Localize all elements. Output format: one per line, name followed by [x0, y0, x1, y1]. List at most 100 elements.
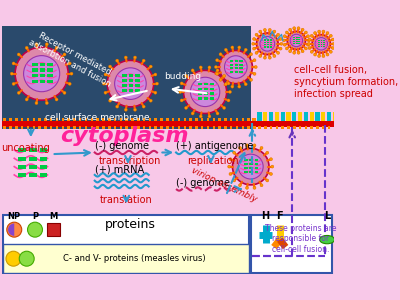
Bar: [120, 118, 122, 121]
Circle shape: [224, 48, 227, 51]
Circle shape: [253, 144, 256, 147]
Bar: [29, 165, 37, 169]
Circle shape: [293, 51, 296, 54]
Bar: [129, 89, 134, 92]
Bar: [276, 118, 278, 121]
Bar: [38, 118, 41, 121]
Circle shape: [332, 42, 335, 45]
Bar: [296, 39, 298, 40]
Bar: [2, 121, 259, 127]
Bar: [310, 126, 313, 129]
Bar: [270, 118, 272, 121]
Circle shape: [246, 186, 248, 189]
Bar: [252, 126, 255, 129]
Circle shape: [263, 28, 266, 32]
Circle shape: [283, 43, 286, 46]
Bar: [230, 71, 233, 73]
Bar: [201, 118, 204, 121]
Bar: [135, 84, 140, 87]
Bar: [328, 126, 330, 129]
Bar: [32, 62, 38, 66]
Bar: [40, 165, 48, 169]
Circle shape: [224, 56, 247, 78]
Circle shape: [191, 69, 194, 72]
Bar: [318, 44, 320, 45]
Bar: [122, 84, 127, 87]
Bar: [263, 112, 267, 121]
Circle shape: [301, 50, 304, 53]
Circle shape: [268, 28, 271, 32]
Circle shape: [238, 146, 242, 149]
Bar: [287, 118, 290, 121]
Circle shape: [219, 50, 252, 84]
Bar: [108, 118, 110, 121]
Bar: [323, 40, 325, 41]
Bar: [73, 126, 76, 129]
Circle shape: [25, 98, 28, 101]
Bar: [282, 118, 284, 121]
Circle shape: [279, 47, 282, 50]
Circle shape: [233, 151, 236, 154]
Circle shape: [184, 106, 188, 110]
Bar: [254, 163, 258, 165]
Circle shape: [108, 65, 112, 68]
Bar: [239, 71, 243, 73]
Bar: [270, 42, 272, 43]
Bar: [129, 74, 134, 77]
Bar: [298, 43, 300, 44]
Circle shape: [318, 30, 320, 33]
FancyBboxPatch shape: [251, 215, 332, 273]
Bar: [212, 118, 215, 121]
Text: NP: NP: [8, 212, 21, 221]
Circle shape: [216, 59, 218, 62]
Bar: [286, 112, 290, 121]
Bar: [204, 83, 208, 86]
Text: (+) mRNA: (+) mRNA: [95, 164, 144, 174]
Circle shape: [297, 51, 300, 54]
Text: cell surface membrane: cell surface membrane: [45, 113, 150, 122]
Bar: [131, 118, 134, 121]
Bar: [210, 97, 214, 100]
Circle shape: [134, 56, 136, 59]
Bar: [114, 118, 116, 121]
Bar: [296, 41, 298, 42]
Bar: [242, 126, 244, 129]
Bar: [131, 126, 134, 129]
Circle shape: [266, 179, 269, 182]
Circle shape: [290, 34, 302, 47]
Bar: [18, 148, 26, 152]
Circle shape: [142, 59, 145, 62]
Bar: [149, 118, 151, 121]
Circle shape: [277, 33, 280, 36]
Circle shape: [104, 91, 107, 94]
Bar: [250, 171, 253, 173]
Bar: [266, 39, 269, 41]
Circle shape: [287, 31, 306, 50]
Text: (-) genome: (-) genome: [176, 178, 230, 188]
Circle shape: [329, 34, 332, 37]
Bar: [143, 126, 145, 129]
Bar: [264, 118, 266, 121]
Bar: [47, 74, 52, 77]
Bar: [224, 126, 227, 129]
Text: F: F: [276, 211, 283, 221]
Circle shape: [270, 172, 272, 176]
Bar: [50, 126, 52, 129]
Circle shape: [233, 179, 236, 182]
Bar: [32, 74, 38, 77]
Circle shape: [279, 38, 282, 40]
Bar: [135, 79, 140, 82]
Circle shape: [35, 102, 38, 105]
Circle shape: [273, 55, 276, 58]
Bar: [293, 39, 295, 40]
Circle shape: [259, 55, 262, 58]
Bar: [38, 126, 41, 129]
Text: These proteins are
responsible for
cell-cell fusion.: These proteins are responsible for cell-…: [265, 224, 336, 254]
Circle shape: [322, 30, 325, 33]
Bar: [27, 118, 29, 121]
Circle shape: [268, 56, 271, 59]
Bar: [287, 126, 290, 129]
Bar: [327, 112, 331, 121]
Circle shape: [332, 38, 334, 41]
Bar: [316, 118, 319, 121]
